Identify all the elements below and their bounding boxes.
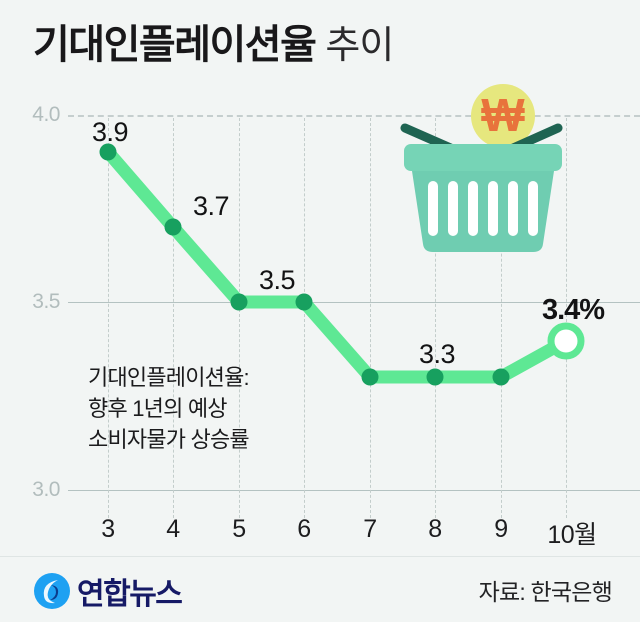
- value-label-5: 3.5: [258, 265, 296, 295]
- vgridline-6: [304, 118, 305, 518]
- series-line-chart: [99, 143, 585, 386]
- shopping-basket-illustration: ₩: [390, 84, 610, 264]
- won-symbol: ₩: [481, 89, 525, 141]
- vgridline-7: [370, 118, 371, 518]
- data-point-8: [426, 368, 444, 386]
- yonhap-logo-text: 연합뉴스: [77, 578, 183, 611]
- vgridline-3: [108, 118, 109, 518]
- xtick-label-8: 8: [428, 515, 442, 543]
- basket-rim: [404, 144, 562, 171]
- vgridline-4: [173, 118, 174, 518]
- data-point-3: [99, 143, 117, 161]
- data-point-10-highlight: [547, 322, 585, 360]
- vgridline-10: [566, 118, 567, 518]
- ytick-label-3.0: 3.0: [32, 478, 60, 501]
- xtick-label-5: 5: [232, 515, 246, 543]
- basket-body: [412, 171, 554, 252]
- basket-svg: ₩: [400, 84, 563, 252]
- data-point-4: [164, 218, 182, 236]
- title-main: 기대인플레이션율: [33, 23, 317, 67]
- vgridline-8: [435, 118, 436, 518]
- data-point-5: [230, 293, 248, 311]
- value-label-10: 3.4%: [541, 294, 605, 326]
- xtick-label-7: 7: [363, 515, 377, 543]
- value-label-7: 3.3: [418, 339, 456, 369]
- ytick-label-4.0: 4.0: [32, 103, 60, 126]
- xtick-label-9: 9: [494, 515, 508, 543]
- footer-divider: [0, 556, 640, 557]
- xtick-label-6: 6: [297, 515, 311, 543]
- yonhap-swirl-icon: [34, 573, 70, 609]
- basket-slats: [428, 181, 538, 236]
- gridline-3.0: [68, 490, 640, 491]
- value-label-4: 3.7: [192, 191, 230, 221]
- data-point-9: [492, 368, 510, 386]
- vgridline-9: [501, 118, 502, 518]
- chart-annotation: 기대인플레이션율: 향후 1년의 예상 소비자물가 상승률: [88, 365, 250, 453]
- vgridline-5: [239, 118, 240, 518]
- chart-plot-area: 4.0 3.5 3.0 3.9 3.7 3.5 3.3 3.4%: [32, 84, 640, 549]
- ytick-label-3.5: 3.5: [32, 290, 60, 313]
- series-line: [101, 145, 573, 384]
- gridline-3.5: [68, 302, 640, 303]
- data-point-7: [361, 368, 379, 386]
- value-label-3: 3.9: [91, 117, 129, 147]
- source-label: 자료: 한국은행: [478, 579, 613, 605]
- footer: 연합뉴스 자료: 한국은행: [0, 557, 640, 622]
- yonhap-logo[interactable]: 연합뉴스: [33, 569, 183, 613]
- xtick-label-4: 4: [166, 515, 180, 543]
- gridline-4.0: [68, 115, 640, 117]
- xtick-label-3: 3: [101, 515, 115, 543]
- page-title: 기대인플레이션율 추이: [33, 23, 394, 67]
- xtick-label-10: 10월: [547, 521, 597, 549]
- title-sub: 추이: [325, 25, 394, 67]
- data-point-6: [295, 293, 313, 311]
